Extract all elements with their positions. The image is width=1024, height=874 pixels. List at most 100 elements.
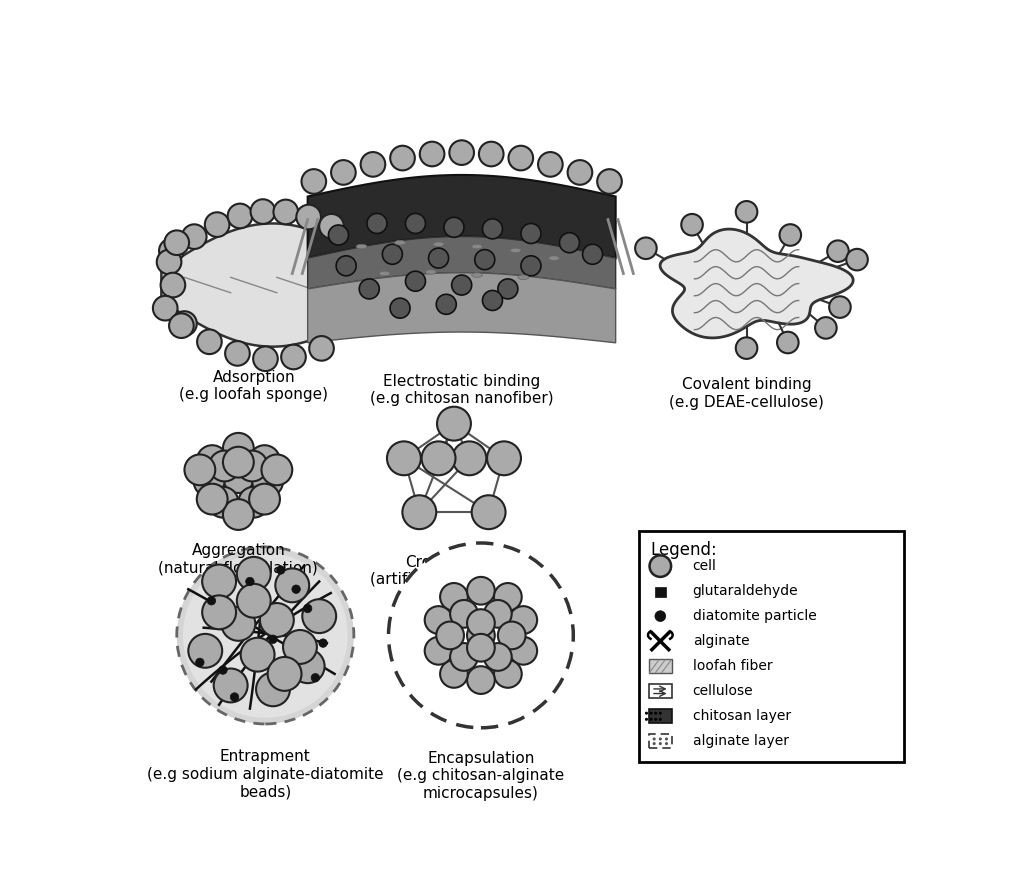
Circle shape bbox=[665, 738, 668, 740]
Circle shape bbox=[635, 238, 656, 259]
Circle shape bbox=[172, 311, 197, 336]
Circle shape bbox=[521, 224, 541, 244]
Circle shape bbox=[227, 204, 252, 228]
Circle shape bbox=[829, 296, 851, 318]
Circle shape bbox=[494, 583, 521, 611]
Circle shape bbox=[450, 141, 474, 165]
Circle shape bbox=[230, 693, 239, 701]
Circle shape bbox=[188, 634, 222, 668]
Circle shape bbox=[329, 225, 348, 245]
Circle shape bbox=[239, 487, 269, 517]
Circle shape bbox=[296, 205, 321, 229]
Circle shape bbox=[429, 248, 449, 268]
Circle shape bbox=[275, 568, 309, 602]
Circle shape bbox=[827, 240, 849, 262]
Circle shape bbox=[681, 214, 702, 235]
Circle shape bbox=[165, 231, 189, 255]
Circle shape bbox=[367, 213, 387, 233]
Circle shape bbox=[422, 441, 456, 475]
Polygon shape bbox=[307, 237, 615, 289]
Circle shape bbox=[437, 406, 471, 440]
Circle shape bbox=[260, 603, 294, 637]
Circle shape bbox=[390, 298, 410, 318]
Circle shape bbox=[482, 218, 503, 239]
Circle shape bbox=[484, 643, 512, 671]
Circle shape bbox=[207, 597, 216, 605]
Circle shape bbox=[649, 555, 671, 577]
Circle shape bbox=[157, 250, 181, 274]
Circle shape bbox=[214, 669, 248, 703]
Circle shape bbox=[360, 152, 385, 177]
Circle shape bbox=[249, 445, 280, 476]
Circle shape bbox=[319, 214, 344, 239]
Circle shape bbox=[736, 201, 758, 223]
Circle shape bbox=[253, 346, 278, 371]
Circle shape bbox=[472, 496, 506, 529]
Circle shape bbox=[429, 584, 532, 687]
Ellipse shape bbox=[425, 270, 436, 274]
Circle shape bbox=[498, 621, 525, 649]
Text: Cross-linking
(artificial flocculation): Cross-linking (artificial flocculation) bbox=[371, 555, 538, 587]
Circle shape bbox=[197, 445, 227, 476]
Circle shape bbox=[208, 487, 239, 517]
Circle shape bbox=[292, 585, 300, 593]
Circle shape bbox=[494, 660, 521, 688]
Text: diatomite particle: diatomite particle bbox=[692, 609, 816, 623]
Circle shape bbox=[267, 657, 301, 690]
Circle shape bbox=[237, 557, 270, 591]
Ellipse shape bbox=[510, 248, 521, 253]
Ellipse shape bbox=[472, 244, 482, 249]
Circle shape bbox=[184, 454, 215, 485]
Circle shape bbox=[467, 621, 495, 649]
Circle shape bbox=[567, 160, 592, 184]
Circle shape bbox=[645, 718, 648, 721]
Circle shape bbox=[223, 462, 254, 493]
Circle shape bbox=[649, 718, 652, 721]
Circle shape bbox=[475, 250, 495, 270]
Circle shape bbox=[182, 225, 207, 249]
Ellipse shape bbox=[518, 275, 528, 280]
Circle shape bbox=[256, 672, 290, 706]
Circle shape bbox=[196, 658, 204, 667]
Circle shape bbox=[336, 256, 356, 276]
Circle shape bbox=[654, 718, 657, 721]
Bar bbox=[649, 684, 672, 698]
Circle shape bbox=[498, 279, 518, 299]
Circle shape bbox=[221, 607, 255, 641]
Circle shape bbox=[815, 317, 837, 339]
Circle shape bbox=[268, 635, 278, 643]
Circle shape bbox=[658, 742, 662, 746]
Circle shape bbox=[251, 199, 275, 224]
Circle shape bbox=[390, 146, 415, 170]
Circle shape bbox=[202, 565, 237, 599]
Circle shape bbox=[205, 212, 229, 237]
Circle shape bbox=[153, 295, 177, 321]
Circle shape bbox=[223, 447, 254, 477]
Circle shape bbox=[402, 496, 436, 529]
Text: cell: cell bbox=[692, 559, 717, 573]
Bar bbox=[655, 586, 666, 597]
Circle shape bbox=[291, 649, 325, 683]
Circle shape bbox=[398, 553, 563, 718]
Ellipse shape bbox=[394, 240, 406, 245]
Circle shape bbox=[487, 441, 521, 475]
Circle shape bbox=[276, 565, 285, 574]
Circle shape bbox=[444, 218, 464, 238]
Circle shape bbox=[436, 621, 464, 649]
Circle shape bbox=[538, 152, 562, 177]
Ellipse shape bbox=[433, 242, 444, 246]
Circle shape bbox=[467, 577, 495, 605]
Circle shape bbox=[583, 244, 602, 264]
Text: cellulose: cellulose bbox=[692, 684, 754, 698]
Text: Covalent binding
(e.g DEAE-cellulose): Covalent binding (e.g DEAE-cellulose) bbox=[669, 378, 824, 410]
Polygon shape bbox=[307, 175, 615, 258]
Circle shape bbox=[597, 170, 622, 194]
Circle shape bbox=[509, 607, 538, 634]
Text: Adsorption
(e.g loofah sponge): Adsorption (e.g loofah sponge) bbox=[179, 370, 329, 402]
Circle shape bbox=[223, 499, 254, 530]
Circle shape bbox=[283, 630, 316, 664]
Circle shape bbox=[273, 199, 298, 225]
Circle shape bbox=[559, 232, 580, 253]
Circle shape bbox=[282, 344, 306, 370]
Circle shape bbox=[436, 295, 457, 315]
